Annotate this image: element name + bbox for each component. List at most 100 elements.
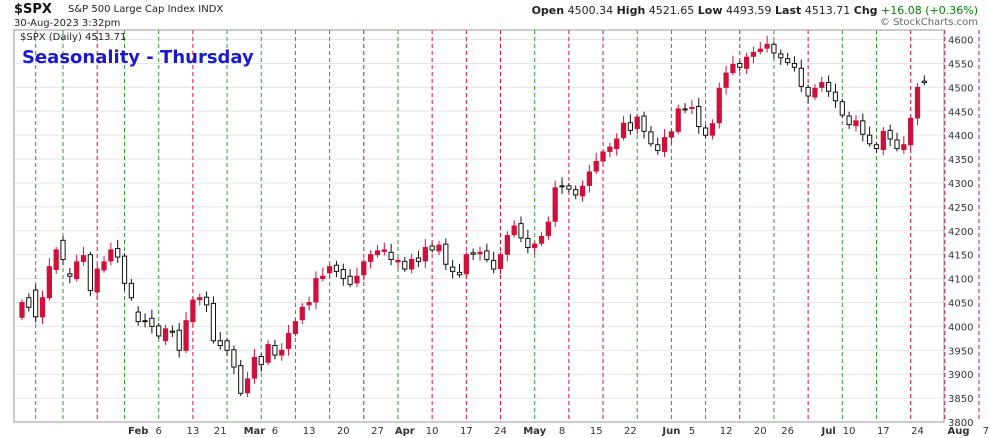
x-tick-label: 12 [720, 426, 733, 437]
y-tick-label: 3950 [948, 346, 973, 357]
candle [224, 340, 230, 351]
candle [846, 115, 852, 126]
y-tick-label: 4400 [948, 131, 973, 142]
x-tick-label: May [523, 426, 546, 437]
symbol-description: S&P 500 Large Cap Index INDX [68, 4, 224, 15]
x-tick-label: Aug [947, 426, 969, 437]
candle [87, 254, 93, 292]
candle [443, 243, 449, 265]
x-tick-label: 13 [303, 426, 316, 437]
candle [784, 58, 791, 64]
candle [169, 330, 176, 333]
x-tick-label: Jun [661, 426, 680, 437]
x-tick-label: Feb [128, 426, 148, 437]
y-tick-label: 4550 [948, 59, 973, 70]
y-tick-label: 3800 [948, 418, 973, 429]
candle [491, 259, 497, 270]
candle [518, 223, 524, 239]
candle [579, 185, 586, 197]
candle [238, 365, 244, 394]
candle [156, 325, 162, 337]
candle [552, 187, 558, 222]
candle [361, 261, 367, 276]
y-tick-label: 4500 [948, 83, 973, 94]
high-label: High [616, 4, 646, 17]
x-tick-label: 13 [187, 426, 200, 437]
x-tick-label: 17 [460, 426, 473, 437]
overlay-title: Seasonality - Thursday [22, 47, 254, 68]
candle [887, 129, 893, 140]
candle [826, 82, 832, 92]
candle [901, 144, 907, 151]
y-tick-label: 4600 [948, 36, 973, 47]
candle [320, 275, 326, 280]
chg-value: +16.08 (+0.36%) [881, 4, 978, 17]
candle [860, 120, 866, 135]
candle [614, 138, 620, 150]
y-tick-label: 3850 [948, 394, 973, 405]
candle [573, 189, 579, 196]
candle [80, 255, 87, 262]
candle [470, 252, 476, 255]
candle [593, 160, 599, 172]
candle [368, 254, 374, 262]
candle [532, 243, 538, 249]
candle [675, 108, 681, 132]
candle [586, 171, 592, 186]
candle [388, 251, 394, 260]
candle [696, 105, 702, 128]
candle [333, 264, 340, 272]
candle [655, 144, 661, 151]
x-tick-label: 21 [214, 426, 227, 437]
candle [436, 244, 442, 252]
candle [251, 356, 258, 379]
candle [422, 247, 428, 262]
candle [292, 321, 299, 335]
candle [921, 80, 927, 84]
candle [819, 82, 825, 88]
candle [402, 260, 408, 270]
candle [839, 101, 845, 116]
candle [101, 261, 107, 271]
candle [381, 249, 387, 252]
candle [853, 120, 859, 127]
candle [67, 273, 73, 277]
x-tick-label: Apr [395, 426, 415, 437]
y-tick-label: 4250 [948, 203, 973, 214]
candle [538, 236, 545, 244]
candle [285, 333, 292, 349]
candle [340, 269, 346, 280]
x-tick-label: 20 [337, 426, 350, 437]
candle [600, 151, 606, 162]
open-label: Open [531, 4, 565, 17]
candle [668, 131, 675, 138]
candle [53, 249, 59, 271]
candle [74, 261, 80, 280]
candle [395, 259, 401, 263]
x-tick-label: 20 [754, 426, 767, 437]
brand-watermark: © StockCharts.com [879, 17, 978, 28]
open-value: 4500.34 [567, 4, 614, 17]
candle [648, 131, 654, 145]
candle [764, 43, 770, 49]
x-tick-label: 26 [781, 426, 794, 437]
low-label: Low [697, 4, 723, 17]
candle [210, 302, 217, 342]
candle [450, 266, 456, 272]
candle [374, 250, 381, 256]
x-tick-label: 24 [494, 426, 507, 437]
candle [620, 122, 627, 139]
candle [108, 249, 114, 262]
candle [743, 56, 750, 69]
x-tick-label: 27 [371, 426, 384, 437]
candle [142, 320, 148, 323]
candle [217, 340, 223, 347]
candle [197, 297, 203, 301]
candle [798, 67, 804, 87]
candle [559, 185, 565, 188]
candle [771, 43, 777, 54]
symbol: $SPX [14, 2, 52, 17]
y-tick-label: 4000 [948, 322, 973, 333]
candle [265, 344, 271, 363]
